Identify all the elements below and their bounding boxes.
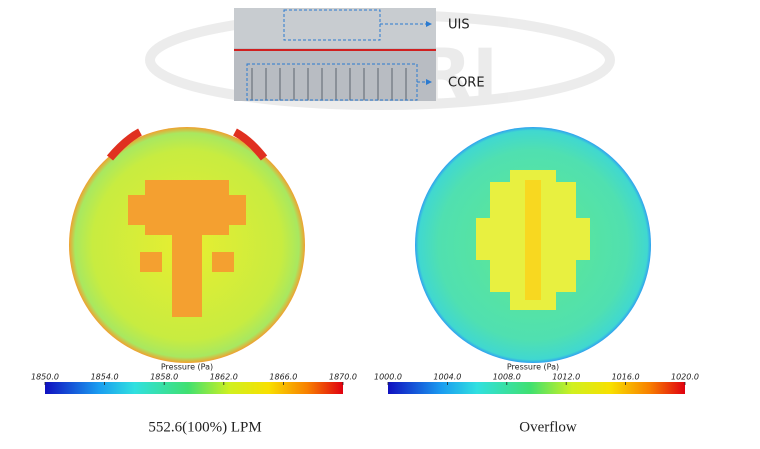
legend-title: Pressure (Pa) — [507, 363, 559, 372]
inset-label: CORE — [448, 76, 485, 91]
caption: Overflow — [519, 419, 577, 435]
colorbar — [45, 382, 343, 394]
colorbar-tick-label: 1854.0 — [91, 373, 119, 382]
colorbar-tick-label: 1000.0 — [374, 373, 402, 382]
legend-title: Pressure (Pa) — [161, 363, 213, 372]
contour-plot — [415, 127, 651, 363]
inset-image — [234, 8, 436, 101]
inset-label: UIS — [448, 18, 470, 33]
colorbar-tick-label: 1850.0 — [31, 373, 59, 382]
colorbar-tick-label: 1870.0 — [329, 373, 357, 382]
colorbar-tick-label: 1008.0 — [493, 373, 521, 382]
colorbar-tick-label: 1004.0 — [433, 373, 461, 382]
contour-plot — [69, 127, 305, 363]
colorbar-tick-label: 1866.0 — [269, 373, 297, 382]
colorbar-tick-label: 1862.0 — [210, 373, 238, 382]
colorbar-tick-label: 1020.0 — [671, 373, 699, 382]
colorbar-tick-label: 1016.0 — [612, 373, 640, 382]
colorbar-tick-label: 1858.0 — [150, 373, 178, 382]
colorbar-tick-label: 1012.0 — [552, 373, 580, 382]
caption: 552.6(100%) LPM — [148, 419, 261, 435]
colorbar — [388, 382, 685, 394]
